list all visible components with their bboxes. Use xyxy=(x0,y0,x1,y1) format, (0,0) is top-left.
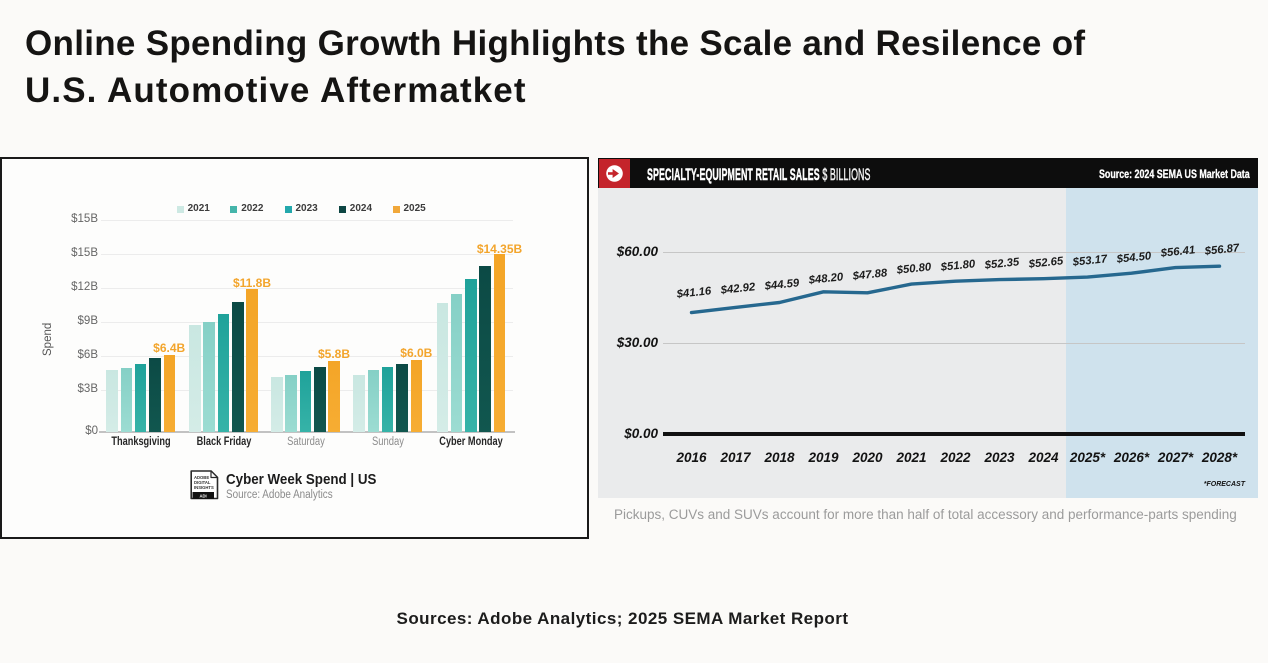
svg-text:INSIGHTS: INSIGHTS xyxy=(194,485,214,490)
svg-text:ADOBE: ADOBE xyxy=(194,475,209,480)
svg-text:ADI: ADI xyxy=(200,493,207,498)
svg-text:DIGITAL: DIGITAL xyxy=(194,480,211,485)
